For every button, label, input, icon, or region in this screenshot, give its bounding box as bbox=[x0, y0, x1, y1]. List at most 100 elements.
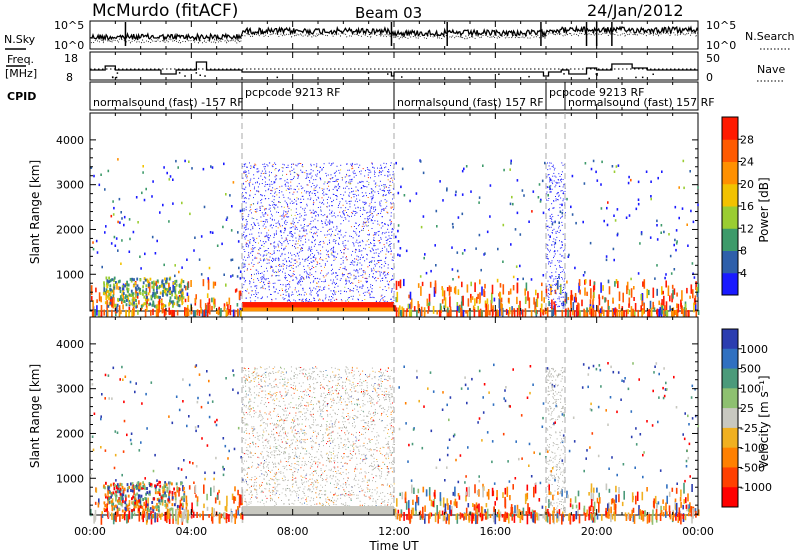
rti-cell-speckle bbox=[260, 247, 262, 249]
rti-cell-near bbox=[668, 505, 671, 513]
rti-cell-blob bbox=[110, 495, 112, 499]
rti-cell-speckle bbox=[303, 278, 305, 280]
rti-cell-speckle bbox=[284, 275, 286, 277]
rti-cell-speckle bbox=[548, 263, 549, 265]
rti-cell-near bbox=[430, 512, 433, 517]
rti-cell-blob bbox=[118, 497, 121, 500]
rti-cell-near bbox=[553, 301, 555, 305]
rti-cell-speckle bbox=[553, 255, 555, 257]
rti-cell-speckle bbox=[301, 202, 302, 203]
rti-cell-speckle bbox=[372, 194, 374, 196]
rti-cell-blob bbox=[181, 300, 184, 304]
rti-cell-speckle bbox=[348, 216, 350, 218]
rti-cell-speckle bbox=[335, 229, 337, 231]
rti-cell-speckle bbox=[382, 189, 384, 191]
rti-cell-speckle bbox=[287, 164, 289, 166]
rti-cell-speckle bbox=[276, 188, 278, 189]
rti-cell-far bbox=[151, 235, 154, 239]
rti-cell-far bbox=[168, 220, 170, 223]
rti-cell-speckle bbox=[367, 218, 369, 220]
rti-cell-speckle bbox=[554, 220, 556, 222]
rti-cell-blob bbox=[161, 280, 163, 284]
rti-cell-speckle bbox=[256, 190, 257, 192]
rti-cell-far bbox=[596, 179, 599, 182]
rti-cell-near bbox=[155, 513, 158, 519]
rti-cell-speckle bbox=[549, 249, 551, 251]
rti-cell-near bbox=[535, 289, 537, 296]
rti-cell-speckle bbox=[561, 174, 562, 175]
rti-cell-near bbox=[618, 291, 621, 302]
rti-cell-near bbox=[598, 310, 601, 319]
rti-cell-far bbox=[143, 198, 146, 202]
rti-cell-speckle bbox=[376, 184, 378, 186]
rti-cell-speckle bbox=[292, 163, 294, 165]
rti-cell-blob bbox=[140, 305, 143, 308]
rti-cell-speckle bbox=[549, 181, 551, 183]
rti-cell-speckle bbox=[558, 182, 560, 184]
rti-cell-speckle bbox=[277, 245, 279, 247]
rti-cell-near bbox=[651, 514, 654, 525]
rti-cell-near bbox=[400, 509, 403, 514]
rti-cell-speckle bbox=[364, 222, 366, 224]
rti-cell-speckle bbox=[284, 221, 286, 223]
rti-cell-blob bbox=[154, 488, 157, 492]
rti-cell-speckle bbox=[325, 172, 327, 174]
rti-cell-speckle bbox=[348, 181, 350, 183]
rti-cell-speckle bbox=[308, 239, 310, 241]
rti-cell-speckle bbox=[549, 218, 551, 219]
rti-cell-speckle bbox=[335, 186, 337, 188]
rti-cell-speckle bbox=[325, 193, 327, 195]
rti-cell-speckle bbox=[369, 193, 371, 194]
rti-cell-near bbox=[428, 513, 430, 524]
rti-cell-near bbox=[655, 512, 657, 520]
rti-cell-speckle bbox=[263, 254, 265, 256]
rti-cell-near bbox=[449, 296, 451, 308]
rti-cell-speckle bbox=[260, 220, 262, 222]
rti-cell-speckle bbox=[265, 235, 267, 237]
rti-cell-blob bbox=[131, 298, 134, 302]
rti-cell-speckle bbox=[270, 213, 272, 215]
rti-cell-speckle bbox=[344, 191, 346, 193]
rti-cell-speckle bbox=[298, 238, 300, 240]
rti-cell-blob bbox=[171, 503, 174, 507]
rti-cell-far bbox=[675, 242, 678, 245]
rti-cell-speckle bbox=[378, 175, 380, 177]
rti-cell-near bbox=[566, 280, 568, 284]
rti-cell-speckle bbox=[382, 194, 384, 196]
rti-cell-speckle bbox=[263, 166, 265, 168]
rti-cell-speckle bbox=[288, 288, 290, 290]
rti-cell-near bbox=[428, 487, 431, 497]
rti-cell-speckle bbox=[260, 265, 262, 267]
rti-cell-speckle bbox=[349, 203, 351, 205]
rti-cell-speckle bbox=[264, 168, 266, 170]
rti-cell-speckle bbox=[552, 164, 554, 166]
rti-cell-far bbox=[515, 265, 518, 268]
rti-cell-speckle bbox=[390, 222, 392, 224]
rti-cell-speckle bbox=[278, 196, 280, 198]
rti-cell-speckle bbox=[291, 254, 293, 256]
rti-cell-speckle bbox=[346, 185, 348, 187]
rti-cell-far bbox=[223, 273, 225, 276]
rti-cell-near bbox=[631, 309, 633, 316]
rti-cell-blob bbox=[135, 288, 138, 292]
rti-cell-near bbox=[470, 297, 472, 303]
noise-search-trace bbox=[89, 30, 699, 44]
rti-cell-near bbox=[476, 508, 478, 515]
rti-cell-near bbox=[98, 310, 100, 321]
rti-cell-speckle bbox=[347, 299, 349, 301]
y-tick-label: 2000 bbox=[56, 223, 84, 236]
rti-cell-speckle bbox=[292, 193, 294, 195]
rti-cell-speckle bbox=[386, 242, 388, 244]
rti-cell-speckle bbox=[297, 247, 299, 249]
rti-cell-near bbox=[211, 514, 214, 524]
rti-cell-speckle bbox=[288, 252, 289, 254]
rti-cell-speckle bbox=[355, 277, 357, 279]
rti-cell-near bbox=[133, 485, 135, 496]
rti-cell-far bbox=[207, 277, 209, 280]
rti-cell-near bbox=[461, 513, 463, 518]
rti-cell-blob bbox=[182, 504, 184, 508]
rti-cell-near bbox=[680, 513, 682, 525]
rti-cell-blob bbox=[126, 489, 129, 493]
rti-cell-speckle bbox=[562, 200, 564, 202]
rti-cell-near bbox=[404, 497, 407, 504]
